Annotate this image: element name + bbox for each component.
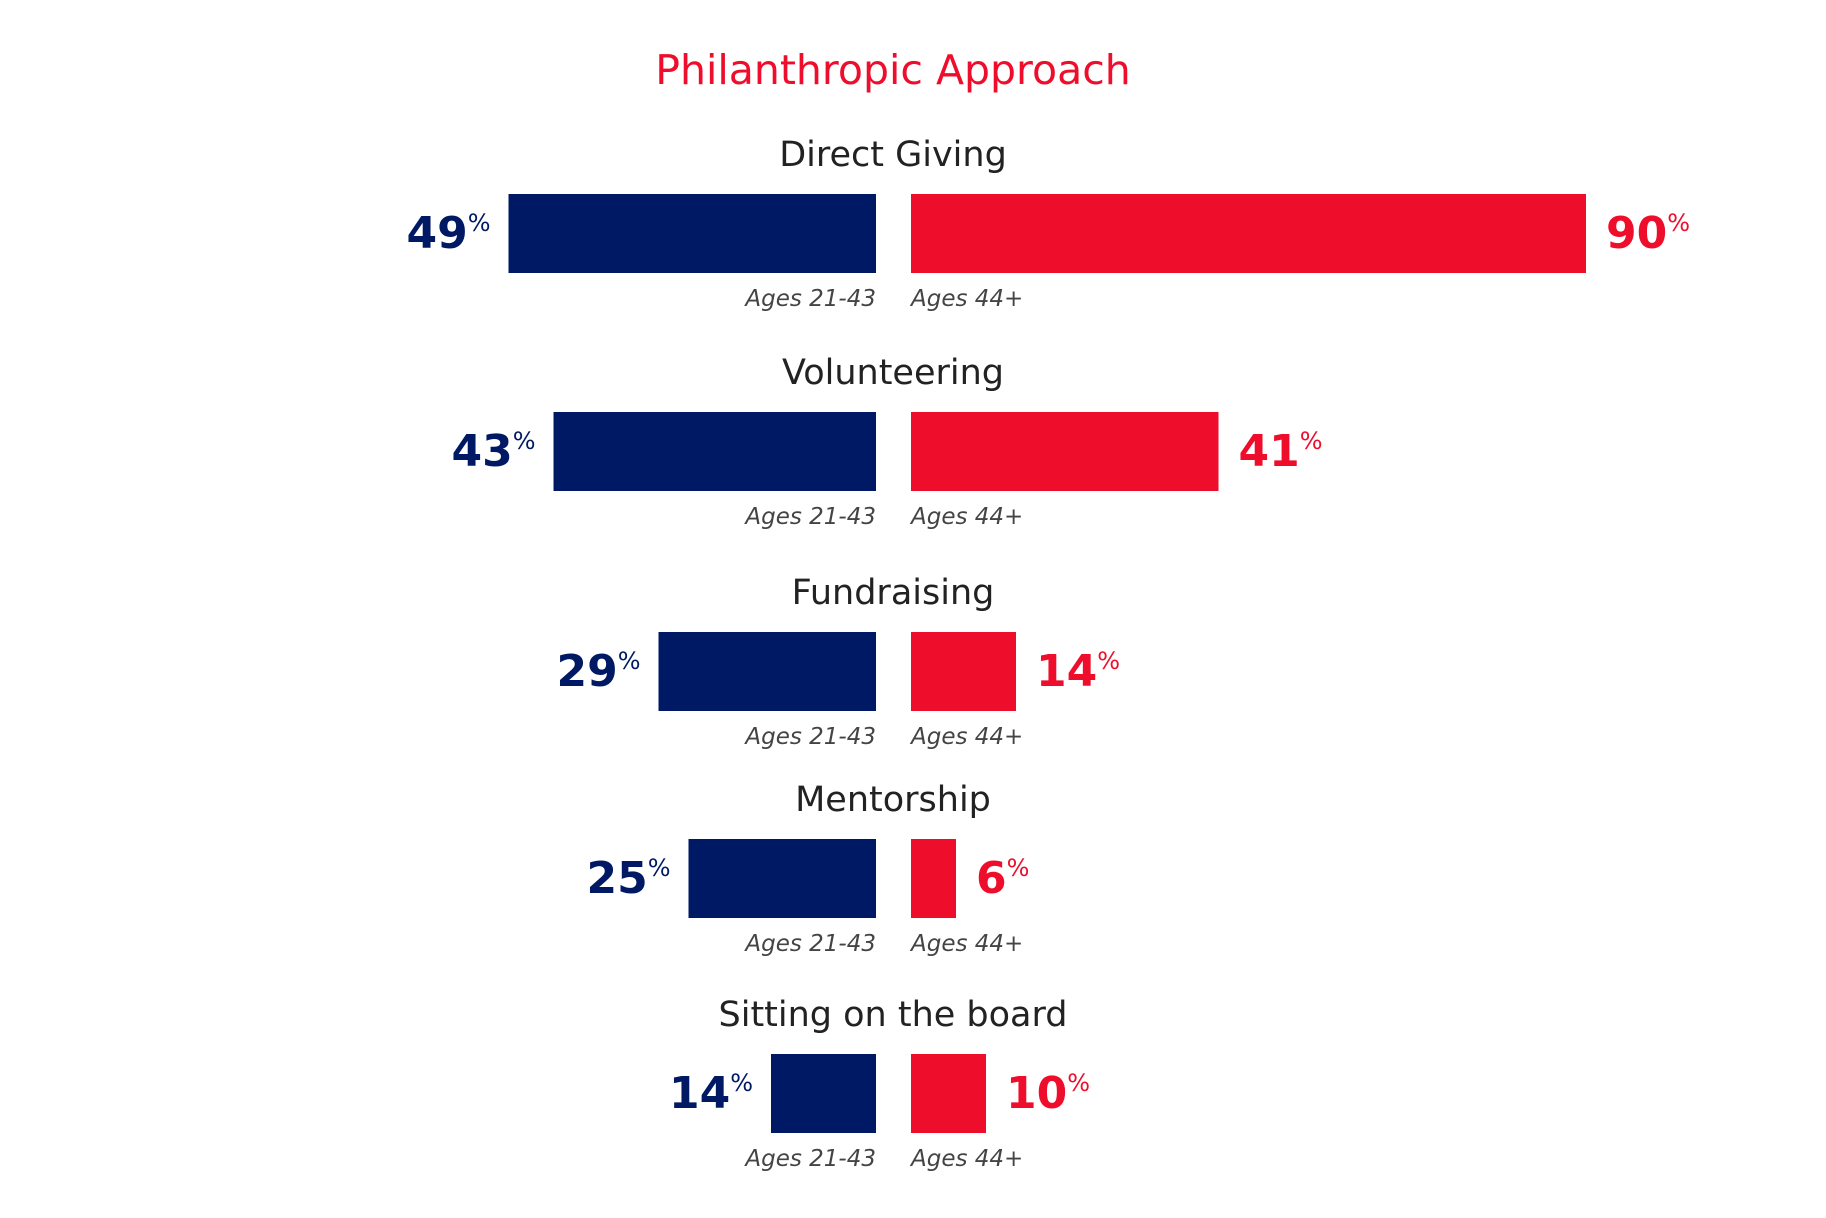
value-label-right-2-number: 14 bbox=[1036, 646, 1097, 697]
group-label-right-2: Ages 44+ bbox=[909, 724, 1023, 750]
value-label-left-2-percent-sign: % bbox=[618, 647, 641, 675]
value-label-right-1-percent-sign: % bbox=[1300, 427, 1323, 455]
group-label-right-3: Ages 44+ bbox=[909, 931, 1023, 957]
group-label-left-1: Ages 21-43 bbox=[743, 504, 876, 530]
value-label-right-2-percent-sign: % bbox=[1097, 647, 1120, 675]
value-label-right-4: 10% bbox=[1006, 1068, 1090, 1119]
value-label-right-0: 90% bbox=[1606, 208, 1690, 259]
bar-right-4 bbox=[911, 1054, 986, 1133]
group-label-left-4: Ages 21-43 bbox=[743, 1146, 876, 1172]
category-label: Sitting on the board bbox=[719, 995, 1068, 1035]
value-label-left-0-number: 49 bbox=[406, 208, 467, 259]
value-label-left-1-percent-sign: % bbox=[513, 427, 536, 455]
category-label: Direct Giving bbox=[779, 135, 1007, 175]
chart-title: Philanthropic Approach bbox=[655, 46, 1130, 94]
value-label-right-0-number: 90 bbox=[1606, 208, 1667, 259]
bar-right-0 bbox=[911, 194, 1586, 273]
bar-right-2 bbox=[911, 632, 1016, 711]
value-label-left-2-number: 29 bbox=[556, 646, 617, 697]
bar-left-0 bbox=[508, 194, 876, 273]
value-label-left-4-percent-sign: % bbox=[730, 1069, 753, 1097]
group-label-left-2: Ages 21-43 bbox=[743, 724, 876, 750]
bar-left-1 bbox=[553, 412, 876, 491]
group-label-left-0: Ages 21-43 bbox=[743, 286, 876, 312]
value-label-left-3-number: 25 bbox=[586, 853, 647, 904]
value-label-left-3-percent-sign: % bbox=[648, 854, 671, 882]
bar-left-3 bbox=[688, 839, 876, 918]
value-label-right-1-number: 41 bbox=[1239, 426, 1300, 477]
value-label-right-0-percent-sign: % bbox=[1667, 209, 1690, 237]
value-label-right-3-percent-sign: % bbox=[1007, 854, 1030, 882]
value-label-right-3: 6% bbox=[976, 853, 1029, 904]
value-label-left-2: 29% bbox=[556, 646, 640, 697]
value-label-right-3-number: 6 bbox=[976, 853, 1007, 904]
group-label-right-4: Ages 44+ bbox=[909, 1146, 1023, 1172]
bar-right-1 bbox=[911, 412, 1219, 491]
group-label-right-1: Ages 44+ bbox=[909, 504, 1023, 530]
value-label-left-3: 25% bbox=[586, 853, 670, 904]
category-label: Fundraising bbox=[792, 573, 995, 613]
value-label-right-2: 14% bbox=[1036, 646, 1120, 697]
value-label-right-4-number: 10 bbox=[1006, 1068, 1067, 1119]
value-label-left-4: 14% bbox=[669, 1068, 753, 1119]
bar-right-3 bbox=[911, 839, 956, 918]
value-label-left-0-percent-sign: % bbox=[468, 209, 491, 237]
value-label-left-4-number: 14 bbox=[669, 1068, 730, 1119]
value-label-left-1-number: 43 bbox=[451, 426, 512, 477]
value-label-right-4-percent-sign: % bbox=[1067, 1069, 1090, 1097]
value-label-left-1: 43% bbox=[451, 426, 535, 477]
group-label-right-0: Ages 44+ bbox=[909, 286, 1023, 312]
bar-left-4 bbox=[771, 1054, 876, 1133]
category-label: Volunteering bbox=[782, 353, 1004, 393]
category-label: Mentorship bbox=[795, 780, 991, 820]
value-label-right-1: 41% bbox=[1239, 426, 1323, 477]
bar-left-2 bbox=[658, 632, 876, 711]
value-label-left-0: 49% bbox=[406, 208, 490, 259]
group-label-left-3: Ages 21-43 bbox=[743, 931, 876, 957]
